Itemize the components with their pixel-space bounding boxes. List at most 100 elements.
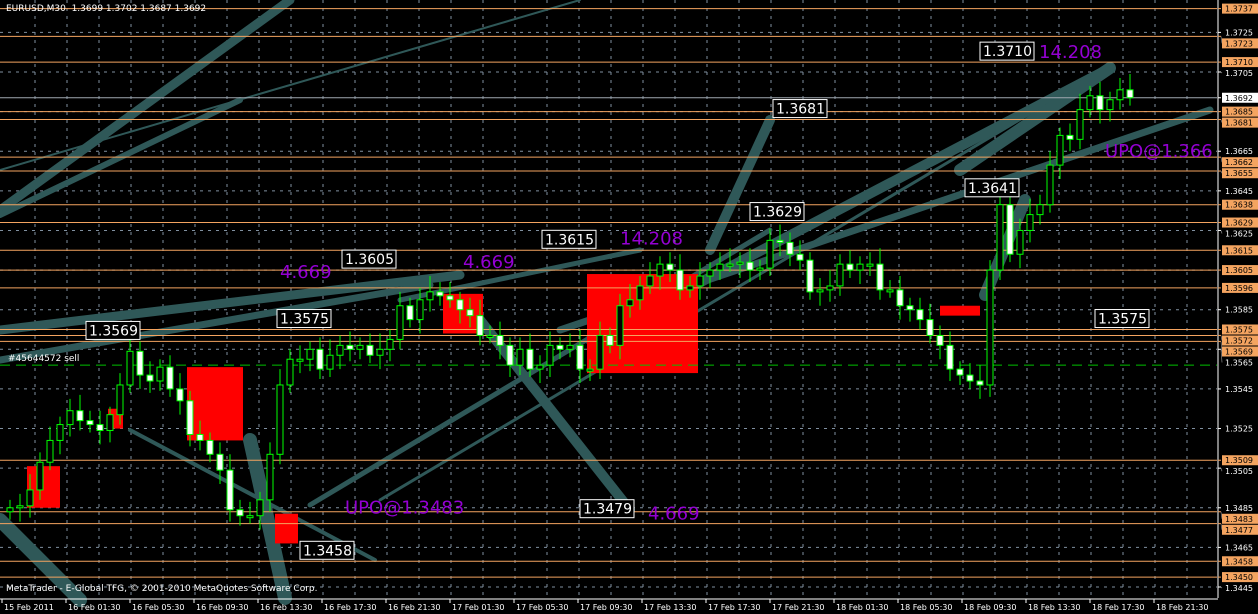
candle-body (1076, 109, 1084, 140)
candle-body (306, 348, 314, 360)
annotation-text: 14.208 (1039, 42, 1102, 63)
candle-body (716, 263, 724, 271)
tag-connector (1220, 511, 1223, 519)
candle-body (416, 299, 424, 321)
candle-body (536, 364, 544, 370)
candle-body (376, 348, 384, 356)
candle-body (836, 263, 844, 287)
level-tag (1222, 168, 1258, 179)
arc (243, 433, 292, 605)
level-tag (1222, 38, 1258, 49)
arc (0, 0, 581, 171)
arc (128, 428, 377, 562)
y-tick-label: 1.3525 (1225, 425, 1253, 434)
x-tick-label: 16 Feb 13:30 (260, 603, 312, 612)
y-tick-label: 1.3585 (1225, 306, 1253, 315)
price-labels: 1.3710 1.3681 1.3641 1.3629 1.3615 1.3605 1.35… (85, 41, 1213, 560)
tag-connector (1220, 523, 1223, 530)
tag-connector (1220, 36, 1223, 44)
candle-body (1016, 229, 1024, 255)
candle-body (756, 267, 764, 271)
candle-body (1126, 89, 1134, 99)
x-tick-label: 18 Feb 17:30 (1092, 603, 1144, 612)
candle-body (796, 253, 804, 261)
candle-body (1036, 204, 1044, 216)
x-tick-label: 18 Feb 21:30 (1156, 603, 1208, 612)
x-tick-label: 17 Feb 13:30 (644, 603, 696, 612)
y-tick-label: 1.3465 (1225, 543, 1253, 552)
candle-body (946, 344, 954, 370)
level-tag-label: 1.3629 (1225, 219, 1253, 228)
candle-body (436, 291, 444, 297)
current-price-tag (1222, 92, 1258, 103)
price-label-box (749, 202, 805, 222)
level-tag (1222, 455, 1258, 466)
price-label-box (276, 309, 332, 329)
annotation-text: 14.208 (620, 228, 683, 249)
tag-connector (1220, 468, 1223, 472)
candle-body (866, 263, 874, 267)
candle-body (766, 239, 774, 269)
level-tag-label: 1.3681 (1225, 119, 1253, 128)
price-label: 1.3575 (280, 312, 329, 328)
candle-body (336, 344, 344, 356)
candle-body (366, 344, 374, 356)
candle-body (696, 275, 704, 287)
candle-body (246, 515, 254, 519)
candle-body (186, 400, 194, 435)
candle-body (266, 453, 274, 501)
candle-body (226, 469, 234, 511)
candle-body (986, 269, 994, 386)
candles (6, 73, 1134, 530)
annotation-text: 4.669 (648, 504, 700, 525)
level-tag (1222, 3, 1258, 14)
candle-body (616, 305, 624, 346)
candle-body (686, 285, 694, 291)
level-tag-label: 1.3638 (1225, 201, 1253, 210)
level-tag (1222, 245, 1258, 256)
candle-body (466, 309, 474, 317)
candle-body (916, 309, 924, 321)
copyright: MetaTrader - E-Global TFG, © 2001-2010 M… (6, 584, 318, 594)
tag-connector (1220, 230, 1223, 234)
candle-body (846, 263, 854, 271)
candle-body (426, 291, 434, 301)
order-label: #45644572 sell (8, 354, 79, 364)
candle-body (106, 414, 114, 432)
candle-body (1046, 164, 1054, 206)
level-tag-label: 1.3655 (1225, 169, 1253, 178)
x-tick-label: 16 Feb 05:30 (132, 603, 184, 612)
candle-body (126, 350, 134, 386)
x-tick-label: 18 Feb 05:30 (900, 603, 952, 612)
candle-body (546, 344, 554, 366)
price-label-box (964, 178, 1020, 198)
arc (378, 64, 1112, 502)
y-tick-label: 1.3505 (1225, 467, 1253, 476)
candle-body (276, 384, 284, 455)
candle-body (286, 358, 294, 386)
level-tag-label: 1.3737 (1225, 5, 1253, 14)
annotation-text: UPO@1.366 (1105, 141, 1213, 162)
candle-body (256, 499, 264, 517)
tag-connector (1220, 341, 1223, 352)
candle-body (556, 344, 564, 350)
level-tag (1222, 346, 1258, 357)
candle-body (966, 374, 974, 382)
candle-body (576, 344, 584, 370)
y-tick-label: 1.3625 (1225, 230, 1253, 239)
candle-body (146, 374, 154, 382)
price-label: 1.3710 (983, 44, 1032, 60)
candle-body (816, 289, 824, 293)
candle-body (776, 239, 784, 243)
level-tag-label: 1.3569 (1225, 348, 1253, 357)
level-tag-label: 1.3605 (1225, 266, 1253, 275)
price-label-box (979, 41, 1035, 61)
x-tick-label: 17 Feb 21:30 (772, 603, 824, 612)
candle-body (236, 509, 244, 517)
candle-body (446, 295, 454, 301)
candle-body (906, 305, 914, 311)
candle-body (1086, 95, 1094, 111)
candle-body (216, 453, 224, 471)
level-tag (1222, 199, 1258, 210)
